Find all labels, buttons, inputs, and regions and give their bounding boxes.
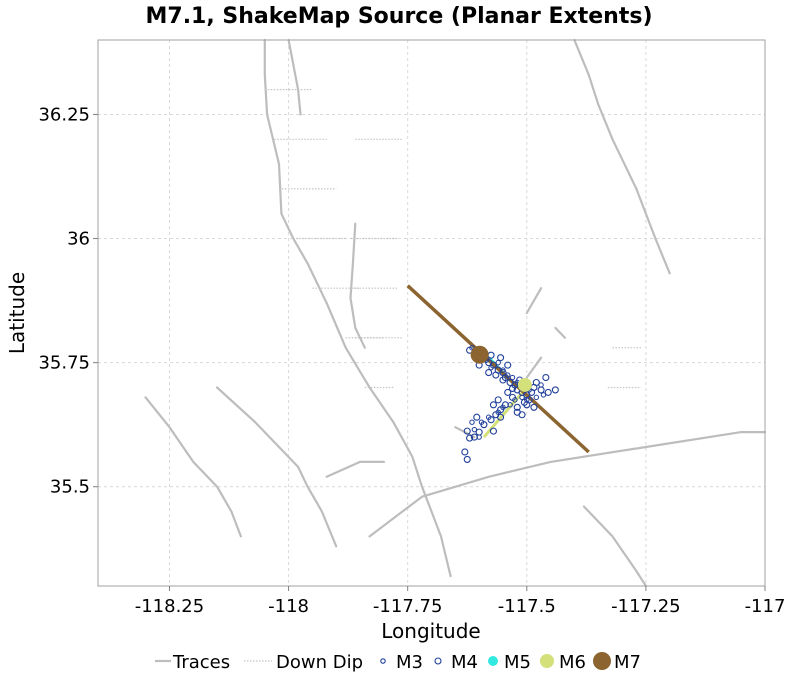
m4-event-marker xyxy=(473,413,481,421)
x-tick-label: -117.25 xyxy=(611,596,680,617)
trace-line xyxy=(144,396,242,538)
m4-event-marker xyxy=(487,351,495,359)
m3-event-marker xyxy=(495,359,501,366)
x-tick-label: -117.5 xyxy=(498,596,556,617)
m4-event-marker xyxy=(513,403,521,411)
y-tick-label: 35.5 xyxy=(50,477,90,498)
m4-event-marker xyxy=(489,427,497,435)
y-tick-label: 36.25 xyxy=(38,104,90,125)
m4-event-marker xyxy=(530,403,538,411)
m4-event-marker xyxy=(532,378,540,387)
m4-event-marker xyxy=(470,433,478,441)
m4-event-marker xyxy=(487,416,495,424)
m4-event-marker xyxy=(501,401,509,409)
trace-line xyxy=(287,38,302,116)
m4-event-marker xyxy=(513,408,521,416)
m4-event-marker xyxy=(508,384,517,392)
trace-line xyxy=(554,326,567,339)
m4-event-marker xyxy=(537,386,545,394)
x-axis-title: Longitude xyxy=(381,619,480,643)
m4-event-marker xyxy=(504,388,512,396)
m4-event-marker xyxy=(494,396,502,404)
rupture-lines xyxy=(406,284,590,454)
m4-event-marker xyxy=(497,406,505,414)
legend-swatch-m3 xyxy=(380,658,386,664)
m4-event-marker xyxy=(463,455,471,463)
m3-event-marker xyxy=(469,419,475,425)
m7-event-marker xyxy=(470,345,489,364)
m4-event-marker xyxy=(542,373,550,382)
legend-label: M3 xyxy=(396,652,423,673)
x-tick-label: -118.25 xyxy=(135,596,204,617)
trace-line xyxy=(325,460,385,478)
y-axis-ticks: 35.5 35.75 36 36.25 xyxy=(38,104,98,498)
trace-line xyxy=(525,356,543,379)
y-axis-title: Latitude xyxy=(5,272,29,354)
legend-swatch-m6 xyxy=(540,654,554,668)
legend-label: Down Dip xyxy=(276,652,363,673)
trace-line xyxy=(573,38,671,275)
m4-event-marker xyxy=(551,386,559,394)
m4-event-marker xyxy=(466,434,474,442)
legend-label: Traces xyxy=(172,652,230,673)
x-tick-label: -118 xyxy=(268,596,309,617)
m3-event-marker xyxy=(471,426,478,433)
m3-event-marker xyxy=(533,394,540,401)
m4-event-marker xyxy=(508,393,517,401)
legend-label: M4 xyxy=(451,652,478,673)
event-markers xyxy=(461,345,559,463)
legend-swatch-m5 xyxy=(488,656,498,666)
trace-line xyxy=(392,421,452,578)
chart-title: M7.1, ShakeMap Source (Planar Extents) xyxy=(146,4,653,29)
down-dip-lines xyxy=(264,88,642,389)
m7-rupture-line xyxy=(406,284,590,454)
legend-label: M7 xyxy=(614,652,641,673)
legend-swatch-m4 xyxy=(434,657,442,665)
m4-event-marker xyxy=(480,421,488,429)
m4-event-marker xyxy=(463,427,471,435)
m4-event-marker xyxy=(497,413,505,421)
m4-event-marker xyxy=(489,401,497,409)
m3-event-marker xyxy=(509,374,516,381)
trace-line xyxy=(216,386,338,548)
x-tick-label: -117.75 xyxy=(373,596,442,617)
grid xyxy=(98,40,766,586)
m4-event-marker xyxy=(475,428,483,436)
m3-event-marker xyxy=(540,392,547,398)
m4-event-marker xyxy=(461,448,469,456)
m4-event-marker xyxy=(499,376,507,384)
y-tick-label: 36 xyxy=(67,229,90,250)
trace-line xyxy=(582,505,648,588)
m4-event-marker xyxy=(544,388,552,396)
legend-label: M6 xyxy=(559,652,586,673)
trace-line xyxy=(263,38,395,424)
legend-swatch-m7 xyxy=(593,652,611,670)
trace-line xyxy=(525,287,543,315)
y-tick-label: 35.75 xyxy=(38,353,90,374)
plot-frame xyxy=(97,39,766,587)
m4-event-marker xyxy=(497,354,505,362)
m4-event-marker xyxy=(485,369,493,377)
m4-event-marker xyxy=(492,371,500,379)
m4-event-marker xyxy=(504,361,512,369)
x-tick-label: -117 xyxy=(745,596,786,617)
trace-lines xyxy=(144,38,767,588)
trace-line xyxy=(368,431,767,538)
m4-event-marker xyxy=(523,401,531,409)
legend: Traces Down Dip M3 M4 M5 M6 M7 xyxy=(155,652,641,673)
trace-line xyxy=(349,222,366,349)
m4-event-marker xyxy=(489,361,497,369)
m6-event-marker xyxy=(517,377,532,392)
x-axis-ticks: -118.25 -118 -117.75 -117.5 -117.25 -117 xyxy=(135,586,786,617)
legend-label: M5 xyxy=(504,652,531,673)
